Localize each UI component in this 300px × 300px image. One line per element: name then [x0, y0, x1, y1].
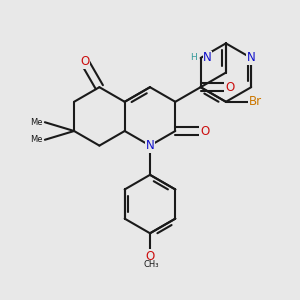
Text: Br: Br [249, 95, 262, 108]
Text: Me: Me [30, 135, 43, 144]
Text: CH₃: CH₃ [143, 260, 159, 269]
Text: O: O [225, 81, 234, 94]
Text: N: N [203, 52, 212, 64]
Text: Me: Me [30, 118, 43, 127]
Text: N: N [146, 139, 154, 152]
Text: O: O [200, 124, 209, 137]
Text: O: O [80, 56, 89, 68]
Text: H: H [190, 53, 197, 62]
Text: N: N [247, 52, 256, 64]
Text: O: O [146, 250, 154, 263]
